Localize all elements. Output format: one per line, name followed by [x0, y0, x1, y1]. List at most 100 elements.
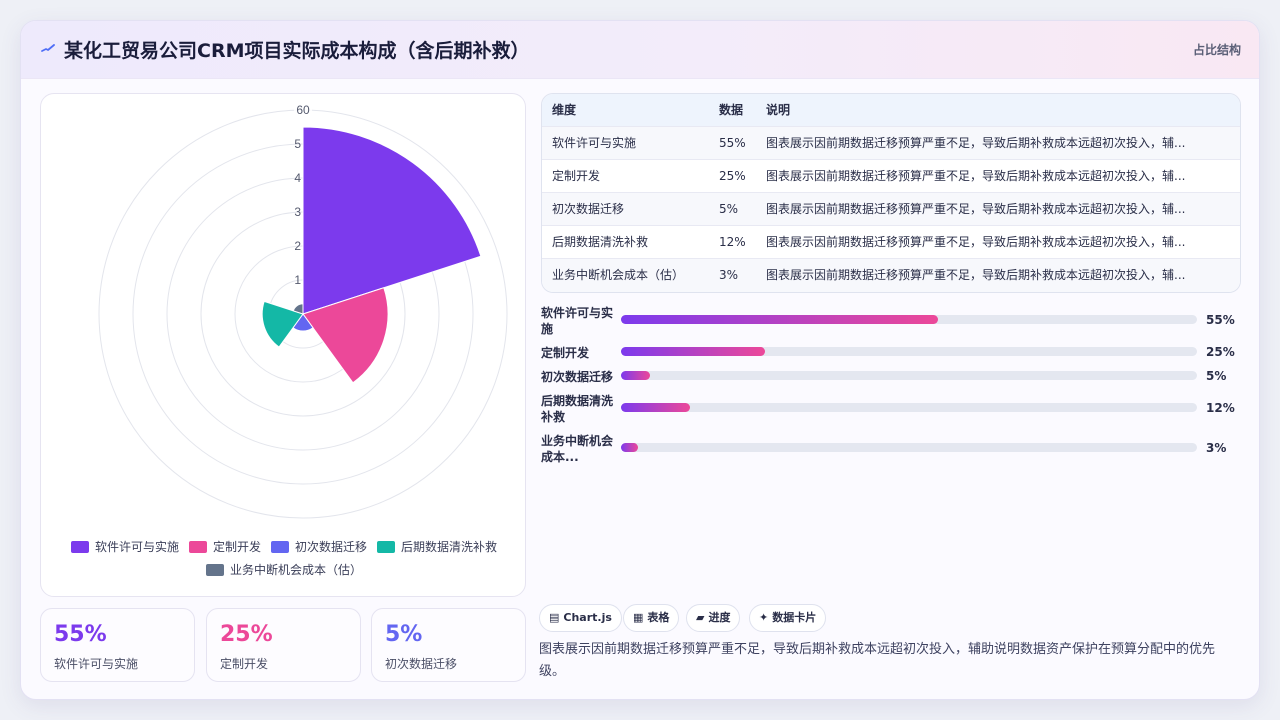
chart-legend: 软件许可与实施 定制开发 初次数据迁移 后期数据清洗补救业务中断机会成本（估） — [51, 538, 517, 578]
legend-swatch — [377, 540, 396, 553]
table-cell: 5% — [719, 202, 739, 216]
svg-text:5: 5 — [294, 137, 301, 151]
progress-track — [621, 443, 1197, 452]
chip-chartjs[interactable]: ▤ Chart.js — [539, 604, 622, 632]
pulse-icon — [41, 44, 55, 52]
table-cell: 图表展示因前期数据迁移预算严重不足，导致后期补救成本远超初次投入，辅... — [766, 268, 1186, 282]
table-header: 维度 — [552, 103, 577, 117]
legend-item[interactable]: 业务中断机会成本（估） — [205, 561, 362, 578]
progress-label: 业务中断机会成本... — [541, 434, 614, 464]
table-row: 后期数据清洗补救 12% 图表展示因前期数据迁移预算严重不足，导致后期补救成本远… — [542, 226, 1240, 259]
progress-value: 5% — [1206, 369, 1227, 383]
legend-swatch — [70, 540, 89, 553]
svg-text:3: 3 — [294, 205, 301, 219]
polar-wedge[interactable] — [292, 303, 304, 315]
chip-data-card[interactable]: ✦ 数据卡片 — [749, 604, 827, 632]
legend-item[interactable]: 初次数据迁移 — [271, 538, 367, 555]
radial-tick-label: 1 — [294, 273, 301, 287]
progress-label: 软件许可与实施 — [541, 306, 614, 336]
chip-progress[interactable]: ▰ 进度 — [686, 604, 741, 632]
table-cell: 图表展示因前期数据迁移预算严重不足，导致后期补救成本远超初次投入，辅... — [766, 202, 1186, 216]
page-title: 某化工贸易公司CRM项目实际成本构成（含后期补救） — [64, 40, 530, 62]
polar-area-chart[interactable]: 60 5 4 3 2 1 — [41, 94, 527, 534]
svg-text:2: 2 — [294, 239, 301, 253]
radial-tick-label: 5 — [294, 137, 301, 151]
table-cell: 初次数据迁移 — [552, 202, 625, 216]
sparkle-icon: ✦ — [759, 611, 769, 624]
progress-track — [621, 347, 1197, 356]
stat-value: 25% — [220, 622, 273, 647]
legend-swatch — [188, 540, 207, 553]
progress-fill — [621, 347, 765, 356]
chip-label: Chart.js — [563, 611, 612, 624]
structure-tag: 占比结构 — [1192, 43, 1241, 57]
stat-card: 5% 初次数据迁移 — [371, 608, 526, 682]
legend-item[interactable]: 软件许可与实施 — [70, 538, 179, 555]
table-cell: 业务中断机会成本（估） — [552, 268, 685, 282]
legend-label: 软件许可与实施 — [94, 540, 179, 554]
table-row: 软件许可与实施 55% 图表展示因前期数据迁移预算严重不足，导致后期补救成本远超… — [542, 127, 1240, 160]
table-row: 定制开发 25% 图表展示因前期数据迁移预算严重不足，导致后期补救成本远超初次投… — [542, 160, 1240, 193]
stat-label: 初次数据迁移 — [385, 657, 458, 671]
chip-table[interactable]: ▦ 表格 — [623, 604, 680, 632]
table-cell: 定制开发 — [552, 169, 601, 183]
progress-track — [621, 371, 1197, 380]
table-row: 业务中断机会成本（估） 3% 图表展示因前期数据迁移预算严重不足，导致后期补救成… — [542, 259, 1240, 292]
progress-label: 后期数据清洗补救 — [541, 394, 614, 424]
progress-value: 3% — [1206, 441, 1227, 455]
table-header: 说明 — [766, 103, 791, 117]
stat-value: 5% — [385, 622, 423, 647]
stat-value: 55% — [54, 622, 107, 647]
table-cell: 55% — [719, 136, 746, 150]
chart-panel: 60 5 4 3 2 1 软件许可与实施 定制开发 初次数据迁移 后期数据清洗补救业务中断机会成… — [40, 93, 526, 597]
table-cell: 图表展示因前期数据迁移预算严重不足，导致后期补救成本远超初次投入，辅... — [766, 235, 1186, 249]
radial-tick-label: 2 — [294, 239, 301, 253]
progress-fill — [621, 403, 691, 412]
table-cell: 25% — [719, 169, 746, 183]
table-header: 数据 — [719, 103, 744, 117]
radial-tick-label: 3 — [294, 205, 301, 219]
stat-card: 55% 软件许可与实施 — [40, 608, 195, 682]
legend-item[interactable]: 后期数据清洗补救 — [377, 538, 497, 555]
progress-icon: ▰ — [696, 611, 705, 624]
table-cell: 12% — [719, 235, 746, 249]
legend-item[interactable]: 定制开发 — [188, 538, 261, 555]
progress-track — [621, 403, 1197, 412]
table-icon: ▦ — [633, 611, 644, 624]
polar-wedge[interactable] — [302, 287, 389, 384]
progress-track — [621, 315, 1197, 324]
progress-value: 12% — [1206, 401, 1235, 415]
data-table: 维度 数据 说明 软件许可与实施 55% 图表展示因前期数据迁移预算严重不足，导… — [541, 93, 1241, 293]
chip-label: 表格 — [647, 611, 670, 624]
legend-label: 业务中断机会成本（估） — [229, 563, 362, 577]
progress-value: 25% — [1206, 345, 1235, 359]
progress-fill — [621, 315, 938, 324]
polar-wedge[interactable] — [302, 126, 482, 315]
table-row: 初次数据迁移 5% 图表展示因前期数据迁移预算严重不足，导致后期补救成本远超初次… — [542, 193, 1240, 226]
chart-note: 图表展示因前期数据迁移预算严重不足，导致后期补救成本远超初次投入，辅助说明数据资… — [539, 642, 1216, 679]
table-cell: 后期数据清洗补救 — [552, 235, 649, 249]
table-cell: 软件许可与实施 — [552, 136, 637, 150]
progress-label: 定制开发 — [541, 346, 590, 360]
stat-label: 软件许可与实施 — [54, 657, 139, 671]
polar-wedge[interactable] — [261, 300, 304, 348]
chip-label: 进度 — [708, 611, 731, 624]
svg-text:4: 4 — [294, 171, 301, 185]
progress-fill — [621, 371, 650, 380]
legend-label: 初次数据迁移 — [295, 540, 368, 554]
table-cell: 图表展示因前期数据迁移预算严重不足，导致后期补救成本远超初次投入，辅... — [766, 169, 1186, 183]
stat-card: 25% 定制开发 — [206, 608, 361, 682]
header-bar: 某化工贸易公司CRM项目实际成本构成（含后期补救） 占比结构 — [21, 21, 1259, 79]
table-cell: 3% — [719, 268, 739, 282]
legend-label: 定制开发 — [212, 540, 261, 554]
progress-value: 55% — [1206, 313, 1235, 327]
svg-text:1: 1 — [294, 273, 301, 287]
table-cell: 图表展示因前期数据迁移预算严重不足，导致后期补救成本远超初次投入，辅... — [766, 136, 1186, 150]
progress-label: 初次数据迁移 — [541, 370, 614, 384]
chart-icon: ▤ — [549, 611, 560, 624]
legend-swatch — [205, 563, 224, 576]
legend-label: 后期数据清洗补救 — [401, 540, 498, 554]
progress-fill — [621, 443, 639, 452]
table-header-row: 维度 数据 说明 — [542, 94, 1240, 127]
svg-text:60: 60 — [296, 103, 310, 117]
